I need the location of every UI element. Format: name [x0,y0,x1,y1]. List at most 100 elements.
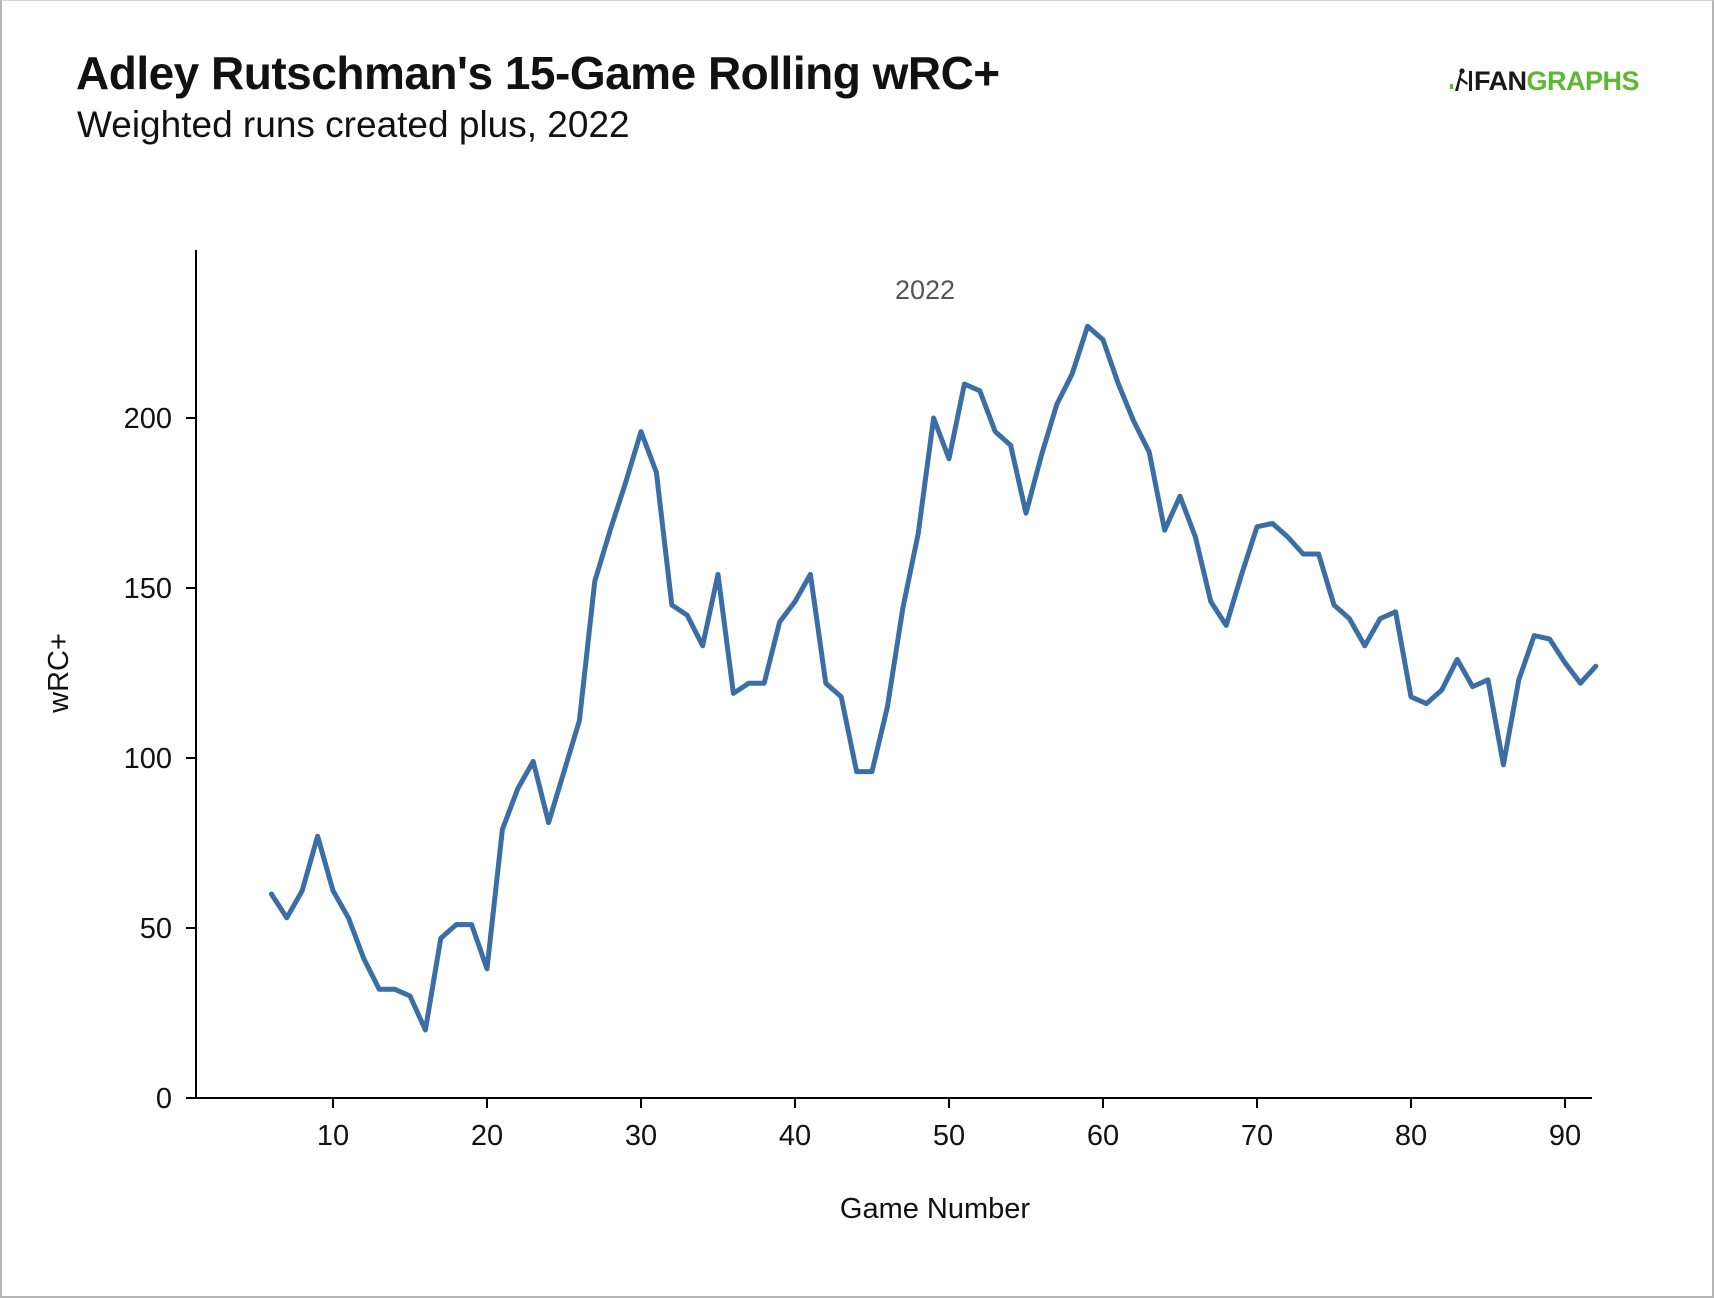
logo-text-graphs: GRAPHS [1526,66,1640,96]
y-axis-ticks: 0 50 100 150 200 [124,403,196,1115]
data-point [1409,694,1413,699]
data-point [823,681,828,686]
data-point [1347,616,1352,621]
data-point [577,718,582,723]
data-point [423,1028,428,1032]
data-point [1501,762,1506,767]
data-point [947,456,951,461]
x-axis-ticks: 10 20 30 40 50 60 70 80 90 [317,1098,1581,1152]
y-tick-label: 150 [124,573,172,605]
data-point [346,915,351,920]
data-point [1532,633,1537,638]
data-point [731,691,736,696]
data-point [392,987,397,992]
data-point [331,888,335,893]
data-point [562,769,566,774]
data-point [1147,450,1152,454]
data-point [1085,324,1090,329]
data-point [608,528,613,533]
data-point [854,769,859,774]
data-point [1162,528,1167,533]
chart-title: Adley Rutschman's 15-Game Rolling wRC+ [76,47,1000,99]
data-point [1178,494,1182,499]
chart-subtitle: Weighted runs created plus, 2022 [77,104,630,145]
data-point [962,382,967,386]
data-point [1270,521,1275,526]
data-point [654,470,659,475]
data-point [1101,337,1105,342]
data-point [1316,552,1321,556]
data-point [1008,443,1013,448]
data-point [1378,616,1383,621]
x-tick-label: 20 [471,1120,503,1152]
data-point [808,572,813,577]
data-point [1070,371,1075,376]
x-tick-label: 80 [1395,1120,1427,1152]
data-point [1039,453,1044,458]
data-point [1578,681,1583,686]
data-point [377,987,382,992]
logo-text-fan: FAN [1474,66,1527,96]
batter-logo-icon [1450,67,1472,100]
data-point [793,599,797,604]
data-point [1547,637,1552,641]
data-point [1424,701,1429,706]
data-point [746,681,751,686]
data-point [777,620,782,624]
data-point [870,769,874,774]
data-point [685,613,690,618]
x-tick-label: 60 [1087,1120,1119,1152]
data-point [315,834,320,839]
data-point [885,705,890,709]
data-point [546,820,551,825]
data-point [454,922,459,927]
data-point [916,531,921,536]
y-tick-label: 50 [140,913,172,945]
data-point [1516,677,1521,682]
data-point [1486,677,1490,682]
data-point [408,994,412,998]
data-point [977,388,982,393]
data-point [1054,402,1059,407]
data-point [1285,535,1290,539]
data-point [284,915,289,920]
x-tick-label: 70 [1241,1120,1273,1152]
data-point [1224,623,1229,628]
data-point [269,892,274,896]
data-point [669,603,674,607]
x-tick-label: 10 [317,1120,349,1152]
facet-label: 2022 [895,275,955,305]
data-point [361,956,366,961]
data-point [839,694,844,699]
data-point [993,429,998,434]
data-point [900,606,905,611]
data-point [639,429,643,434]
data-point [1239,572,1244,577]
data-point [1563,660,1567,665]
y-axis-label: wRC+ [43,633,75,714]
x-tick-label: 40 [779,1120,811,1152]
data-point [1301,552,1306,556]
data-point [700,643,705,648]
data-point [515,786,520,791]
fangraphs-logo: FANGRAPHS [1450,66,1640,100]
data-point [469,922,474,927]
x-tick-label: 50 [933,1120,965,1152]
data-point [1208,599,1213,604]
data-point [1332,603,1336,607]
data-point [931,416,936,420]
y-tick-label: 200 [124,403,172,435]
data-point [438,936,443,941]
data-point [1470,684,1475,689]
data-point [1455,657,1460,662]
data-point [1255,524,1259,529]
y-tick-label: 100 [124,743,172,775]
data-point [623,480,628,485]
data-point [1362,643,1367,648]
x-tick-label: 30 [625,1120,657,1152]
data-point [592,579,597,584]
data-point [762,681,767,686]
data-point [716,572,720,577]
x-tick-label: 90 [1549,1120,1581,1152]
